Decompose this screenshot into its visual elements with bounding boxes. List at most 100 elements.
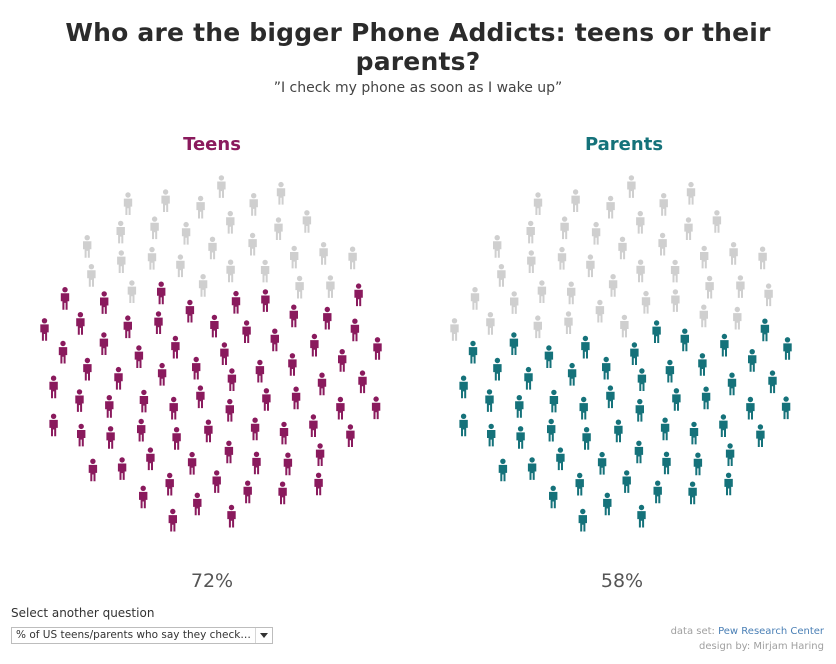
person-icon-inactive (116, 220, 125, 244)
person-icon-active (192, 356, 201, 380)
person-icon-inactive (87, 264, 96, 287)
person-icon-inactive (533, 315, 542, 339)
person-icon-active (781, 396, 791, 420)
person-icon-active (227, 368, 237, 391)
person-icon-active (169, 396, 178, 420)
person-icon-inactive (608, 274, 618, 297)
person-icon-active (567, 362, 577, 386)
person-icon-active (603, 492, 612, 516)
person-icon-active (75, 389, 84, 412)
person-icon-active (270, 328, 279, 352)
person-icon-inactive (161, 189, 170, 212)
person-icon-active (106, 426, 115, 449)
person-icon-active (154, 311, 163, 334)
teens-panel-title: Teens (183, 134, 241, 155)
person-icon-active (193, 492, 202, 516)
dataset-source-link[interactable]: Pew Research Center (718, 626, 824, 637)
person-icon-active (196, 385, 205, 409)
person-icon-inactive (450, 318, 459, 341)
person-icon-active (544, 345, 554, 368)
select-question-label: Select another question (11, 606, 155, 620)
pictogram-chart (40, 175, 792, 532)
person-icon-active (688, 481, 697, 505)
person-icon-active (123, 315, 132, 339)
chevron-down-icon[interactable] (255, 628, 272, 643)
person-icon-active (220, 342, 229, 365)
teens-pictogram (40, 175, 382, 532)
person-icon-active (99, 332, 109, 355)
person-icon-active (354, 283, 363, 307)
person-icon-active (157, 362, 167, 386)
person-icon-active (105, 395, 114, 418)
question-dropdown-value: % of US teens/parents who say they check… (16, 629, 252, 641)
person-icon-inactive (260, 259, 270, 283)
person-icon-inactive (196, 195, 205, 219)
person-icon-inactive (123, 192, 133, 215)
person-icon-inactive (533, 192, 543, 215)
parents-pictogram (450, 175, 792, 532)
person-icon-active (323, 306, 332, 330)
person-icon-active (210, 314, 219, 338)
person-icon-inactive (176, 254, 185, 278)
person-icon-active (60, 287, 70, 310)
person-icon-active (516, 426, 525, 449)
person-icon-active (58, 340, 68, 364)
person-icon-inactive (290, 245, 299, 269)
person-icon-active (146, 447, 155, 471)
person-icon-active (768, 370, 777, 394)
person-icon-active (680, 328, 689, 352)
person-icon-inactive (586, 254, 595, 278)
person-icon-active (515, 395, 524, 418)
person-icon-active (371, 396, 381, 420)
person-icon-active (225, 398, 234, 422)
person-icon-inactive (733, 306, 742, 330)
person-icon-inactive (636, 210, 645, 234)
person-icon-active (346, 424, 355, 447)
person-icon-active (652, 320, 661, 343)
person-icon-active (606, 385, 615, 409)
person-icon-inactive (181, 221, 191, 245)
person-icon-inactive (571, 189, 580, 212)
person-icon-inactive (658, 232, 667, 256)
person-icon-active (252, 451, 261, 475)
person-icon-active (635, 398, 644, 422)
person-icon-active (250, 417, 260, 441)
person-icon-active (689, 421, 699, 445)
question-dropdown[interactable]: % of US teens/parents who say they check… (11, 627, 273, 644)
person-icon-active (317, 372, 327, 396)
person-icon-inactive (686, 181, 696, 205)
person-icon-active (581, 335, 590, 359)
person-icon-active (575, 472, 584, 496)
person-icon-active (468, 340, 478, 364)
person-icon-active (597, 451, 607, 475)
person-icon-active (262, 388, 271, 411)
person-icon-active (185, 299, 195, 323)
person-icon-active (582, 427, 591, 450)
person-icon-active (579, 396, 588, 420)
person-icon-inactive (671, 289, 680, 312)
person-icon-active (314, 472, 323, 496)
person-icon-inactive (641, 290, 651, 314)
person-icon-active (261, 289, 270, 312)
person-icon-active (212, 470, 221, 493)
person-icon-active (701, 386, 711, 410)
person-icon-inactive (636, 259, 645, 283)
person-icon-active (727, 372, 737, 396)
person-icon-inactive (117, 250, 126, 273)
person-icon-inactive (249, 193, 258, 216)
person-icon-inactive (348, 246, 357, 270)
person-icon-active (527, 457, 537, 480)
person-icon-active (114, 366, 123, 390)
person-icon-active (139, 485, 148, 509)
person-icon-active (719, 414, 728, 437)
person-icon-active (172, 427, 181, 450)
person-icon-active (139, 389, 149, 413)
person-icon-active (227, 504, 236, 528)
person-icon-inactive (526, 220, 535, 244)
person-icon-inactive (537, 280, 547, 303)
person-icon-inactive (560, 216, 569, 240)
person-icon-active (291, 386, 301, 410)
person-icon-active (358, 370, 367, 394)
person-icon-inactive (684, 217, 693, 240)
person-icon-inactive (248, 232, 257, 256)
